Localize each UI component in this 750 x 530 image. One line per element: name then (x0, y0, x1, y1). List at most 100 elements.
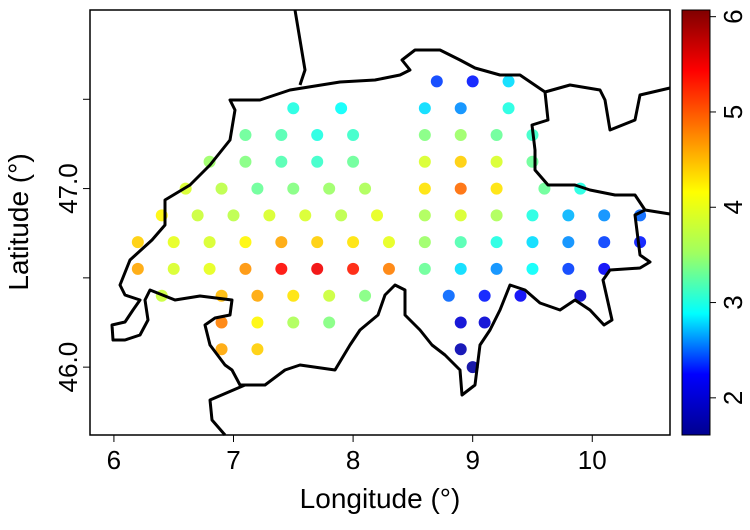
point (239, 155, 252, 168)
point (418, 262, 431, 275)
point (323, 316, 336, 329)
point (490, 155, 503, 168)
y-tick-label: 47.0 (53, 163, 83, 214)
point (311, 236, 324, 249)
point (526, 155, 539, 168)
point (514, 289, 527, 302)
point (478, 316, 491, 329)
point (454, 209, 467, 222)
point (442, 289, 455, 302)
point (287, 316, 300, 329)
point (454, 182, 467, 195)
y-tick-label: 46.0 (53, 342, 83, 393)
point (227, 209, 240, 222)
point (526, 209, 539, 222)
x-axis-label: Longitude (°) (300, 483, 461, 514)
point (454, 262, 467, 275)
point (215, 316, 228, 329)
point (191, 209, 204, 222)
point (251, 289, 264, 302)
point (490, 129, 503, 141)
point (203, 262, 216, 275)
plot-frame (89, 9, 671, 436)
point (454, 316, 467, 329)
neighbor-border (644, 208, 671, 216)
point (418, 182, 431, 195)
point (454, 155, 467, 168)
point (347, 129, 360, 141)
point (454, 102, 467, 115)
point (263, 209, 276, 222)
point (359, 289, 372, 302)
point (490, 209, 503, 222)
point (454, 236, 467, 249)
point (275, 129, 288, 141)
point (347, 236, 360, 249)
point (215, 343, 228, 356)
point (490, 262, 503, 275)
point (203, 236, 216, 249)
point (275, 236, 288, 249)
point (502, 75, 515, 88)
point (562, 236, 575, 249)
point (335, 102, 348, 115)
x-tick-label: 6 (107, 445, 121, 475)
point (251, 316, 264, 329)
point (347, 262, 360, 275)
borders (110, 9, 671, 436)
point (598, 209, 611, 222)
point (382, 236, 395, 249)
point (239, 129, 252, 141)
country-outline (110, 48, 652, 397)
point (562, 209, 575, 222)
point (131, 236, 144, 249)
point (347, 155, 360, 168)
point (299, 209, 312, 222)
point (275, 262, 288, 275)
point (490, 182, 503, 195)
point (490, 236, 503, 249)
colorbar-tick-label: 2 (718, 391, 748, 405)
point (275, 155, 288, 168)
point (323, 289, 336, 302)
point (251, 182, 264, 195)
point (311, 262, 324, 275)
colorbar-tick-label: 5 (718, 105, 748, 119)
point (526, 236, 539, 249)
point (287, 289, 300, 302)
y-axis-label: Latitude (°) (3, 153, 34, 290)
colorbar-tick-label: 4 (718, 200, 748, 214)
colorbar-tick-label: 6 (718, 9, 748, 23)
point (371, 209, 384, 222)
points (131, 75, 647, 374)
point (203, 155, 216, 168)
point (574, 289, 587, 302)
x-tick-label: 9 (465, 445, 479, 475)
point (382, 262, 395, 275)
point (311, 155, 324, 168)
x-tick-label: 7 (226, 445, 240, 475)
point (466, 75, 479, 88)
point (239, 236, 252, 249)
point (131, 262, 144, 275)
neighbor-border (208, 383, 246, 436)
point (418, 236, 431, 249)
colorbar-tick-label: 3 (718, 295, 748, 309)
point (167, 236, 180, 249)
x-tick-label: 10 (578, 445, 607, 475)
point (454, 129, 467, 141)
point (418, 129, 431, 141)
point (251, 343, 264, 356)
neighbor-border (544, 83, 671, 132)
point (287, 102, 300, 115)
point (598, 236, 611, 249)
colorbar (681, 9, 711, 436)
point (418, 102, 431, 115)
point (562, 262, 575, 275)
point (454, 343, 467, 356)
point (335, 209, 348, 222)
point (430, 75, 443, 88)
point (239, 262, 252, 275)
point (478, 289, 491, 302)
